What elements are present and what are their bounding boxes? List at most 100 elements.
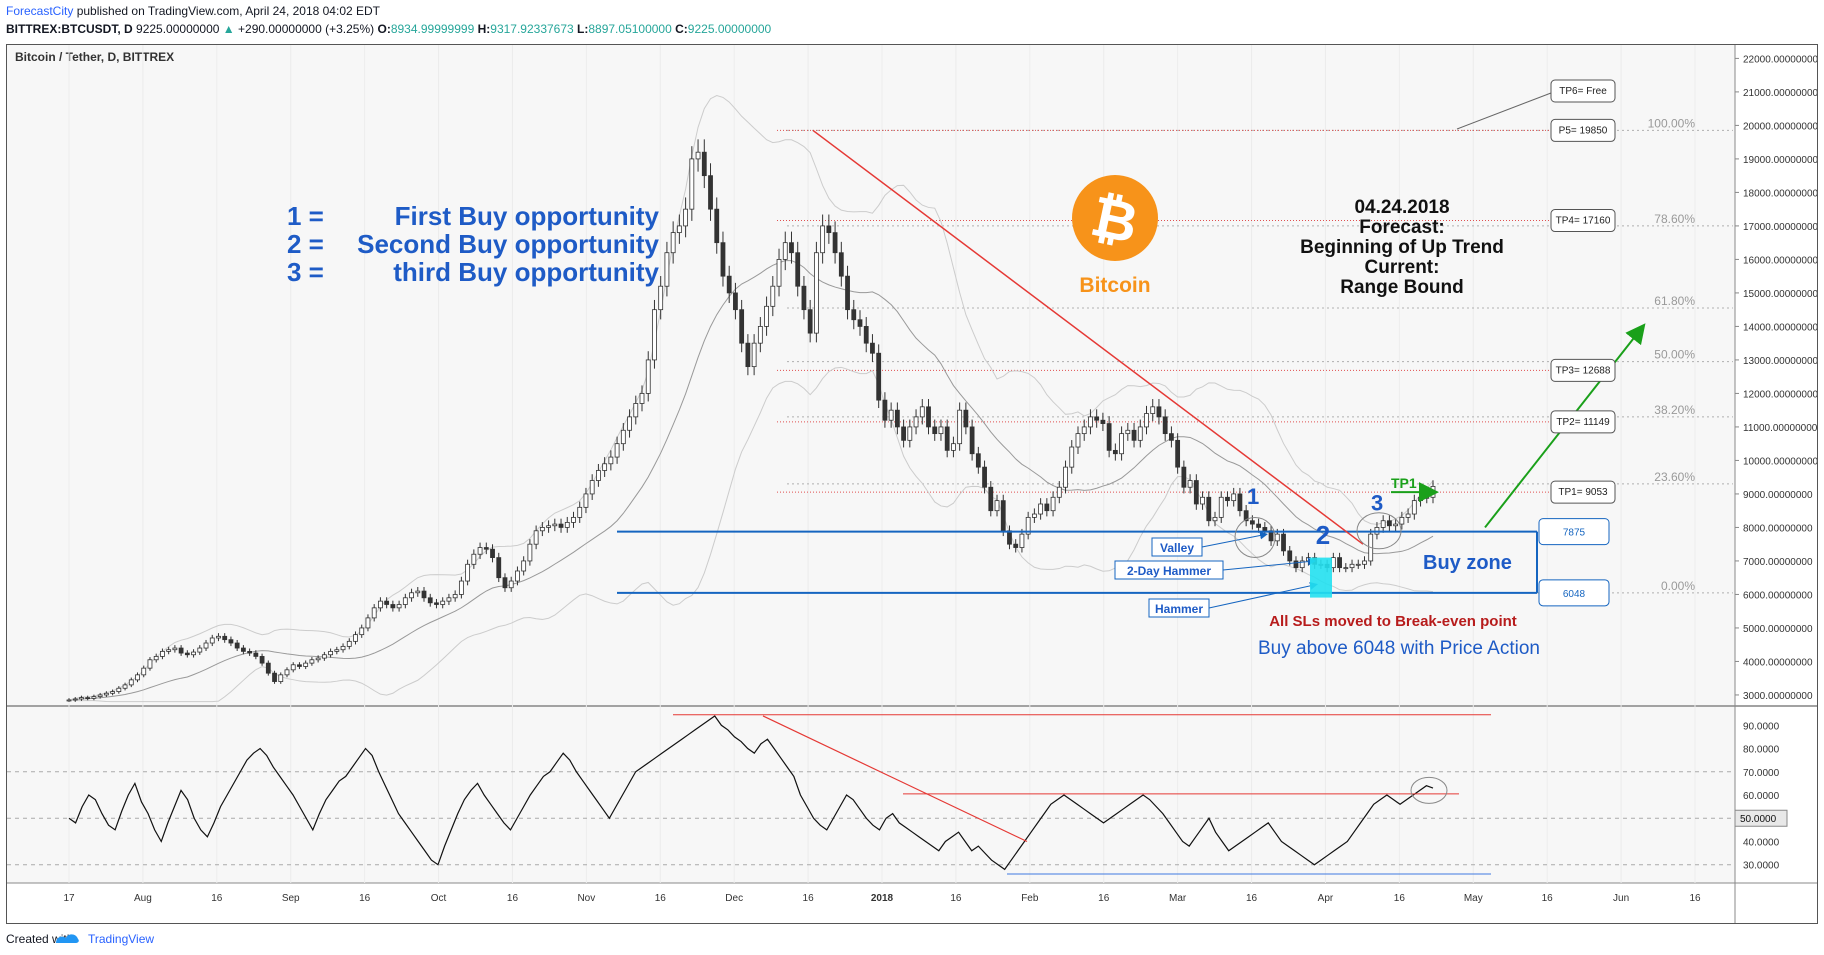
low-label: L: [577, 22, 589, 36]
candle-body [1237, 493, 1243, 512]
close-label: C: [675, 22, 688, 36]
time-axis-label: Mar [1169, 893, 1187, 904]
candle-body [409, 592, 414, 599]
candle-body [726, 275, 732, 294]
chart-svg[interactable]: Bitcoin / Tether, D, BITTREX 100.00% 78.6… [7, 45, 1819, 923]
candle-body [645, 359, 651, 394]
forecast-line: 04.24.2018 [1354, 197, 1449, 218]
candle-body [919, 406, 925, 418]
candle-body [982, 466, 987, 488]
time-axis-label: 16 [1246, 893, 1258, 904]
candle-body [434, 602, 439, 605]
candle-body [533, 530, 539, 545]
candle-body [664, 252, 670, 287]
candle-body [272, 672, 277, 682]
candle-body [658, 285, 664, 311]
price-axis-label: 15000.00000000 [1743, 289, 1817, 300]
candle-body [166, 649, 172, 652]
resistance-callout [1550, 358, 1616, 382]
candle-body [807, 309, 813, 334]
candle-body [1418, 496, 1423, 502]
price-axis-label: 21000.00000000 [1743, 88, 1817, 99]
candle-body [701, 151, 707, 177]
forecast-line: Beginning of Up Trend [1300, 237, 1504, 258]
zone-callout-label: 6048 [1563, 589, 1586, 600]
candle-body [527, 543, 533, 562]
candle-body [1150, 406, 1156, 414]
candle-body [321, 654, 327, 659]
candle-body [116, 687, 122, 692]
time-axis-label: Apr [1318, 893, 1334, 904]
resistance-callout-label: TP4= 17160 [1556, 216, 1611, 227]
resistance-callout-label: TP1= 9053 [1558, 487, 1608, 498]
candle-body [1262, 527, 1268, 532]
candle-body [689, 158, 695, 210]
price-axis-label: 16000.00000000 [1743, 255, 1817, 266]
legend-text: First Buy opportunity [395, 201, 660, 231]
candle-body [627, 416, 632, 431]
candle-body [1399, 516, 1405, 525]
candle-body [1193, 480, 1199, 505]
forecast-line: Forecast: [1359, 217, 1445, 238]
candle-body [770, 285, 776, 307]
candle-body [458, 580, 464, 595]
candle-body [1424, 496, 1430, 499]
price-axis-label: 18000.00000000 [1743, 188, 1817, 199]
price-axis-label: 17000.00000000 [1743, 222, 1817, 233]
price-axis-label: 9000.00000000 [1743, 490, 1813, 501]
time-axis-label: Sep [282, 893, 300, 904]
candle-body [396, 604, 402, 609]
candle-body [670, 232, 676, 254]
candle-body [739, 309, 745, 344]
candle-body [901, 426, 906, 441]
candle-body [209, 637, 215, 644]
candle-body [365, 617, 371, 629]
candle-body [103, 692, 109, 696]
price-axis-label: 5000.00000000 [1743, 624, 1813, 635]
candle-body [1343, 567, 1349, 570]
candle-body [135, 674, 140, 681]
candle-body [1293, 560, 1299, 569]
candle-body [1287, 550, 1293, 562]
grid [68, 45, 1696, 883]
publish-info: published on TradingView.com, April 24, … [73, 4, 380, 18]
candle-body [1387, 520, 1392, 527]
rsi-panel: 90.0000 80.0000 70.0000 60.0000 50.0000 40.00… [7, 714, 1788, 875]
candle-body [1044, 503, 1050, 512]
candle-body [384, 600, 390, 605]
resistance-callout [1550, 118, 1616, 142]
price-axis[interactable]: 22000.00000000 21000.00000000 20000.000000… [1735, 54, 1819, 702]
candle-body [197, 647, 203, 653]
price-axis-label: 8000.00000000 [1743, 523, 1813, 534]
candle-body [284, 669, 290, 676]
rsi-current-label: 50.0000 [1740, 814, 1777, 825]
rsi-axis-label: 40.0000 [1743, 837, 1780, 848]
candle-body [1206, 496, 1212, 522]
candle-body [552, 523, 558, 527]
candle-body [932, 426, 938, 435]
candle-body [290, 664, 296, 671]
time-axis[interactable]: 17 Aug 16 Sep 16 Oct 16 Nov 16 Dec 16 2018 16 Feb 16 Ma… [63, 893, 1701, 904]
two-day-hammer-callout [1114, 560, 1224, 580]
candle-body [1075, 433, 1081, 448]
chart-frame[interactable]: Bitcoin / Tether, D, BITTREX 100.00% 78.6… [6, 44, 1819, 924]
resistance-callout-label: P5= 19850 [1559, 125, 1608, 136]
legend-number: 2 = [287, 229, 324, 259]
candle-body [564, 522, 570, 528]
annotations: TP6= Free P5= 19850 TP4= 17160 TP3= 12688 TP… [287, 79, 1616, 659]
rsi-axis-label: 30.0000 [1743, 861, 1780, 872]
resistance-callout-label: TP2= 11149 [1556, 417, 1610, 428]
price-axis-label: 7000.00000000 [1743, 557, 1813, 568]
price-axis-label: 13000.00000000 [1743, 356, 1817, 367]
candle-body [1069, 446, 1075, 468]
author-link[interactable]: ForecastCity [6, 4, 74, 18]
candle-body [122, 684, 128, 689]
candle-body [427, 597, 433, 604]
forecast-line: Range Bound [1340, 277, 1464, 298]
candle-body [888, 409, 894, 421]
legend-number: 3 = [287, 257, 324, 287]
candle-body [328, 650, 333, 656]
tradingview-link[interactable]: TradingView [88, 932, 155, 946]
candle-body [1000, 500, 1006, 532]
time-axis-label: May [1464, 893, 1483, 904]
